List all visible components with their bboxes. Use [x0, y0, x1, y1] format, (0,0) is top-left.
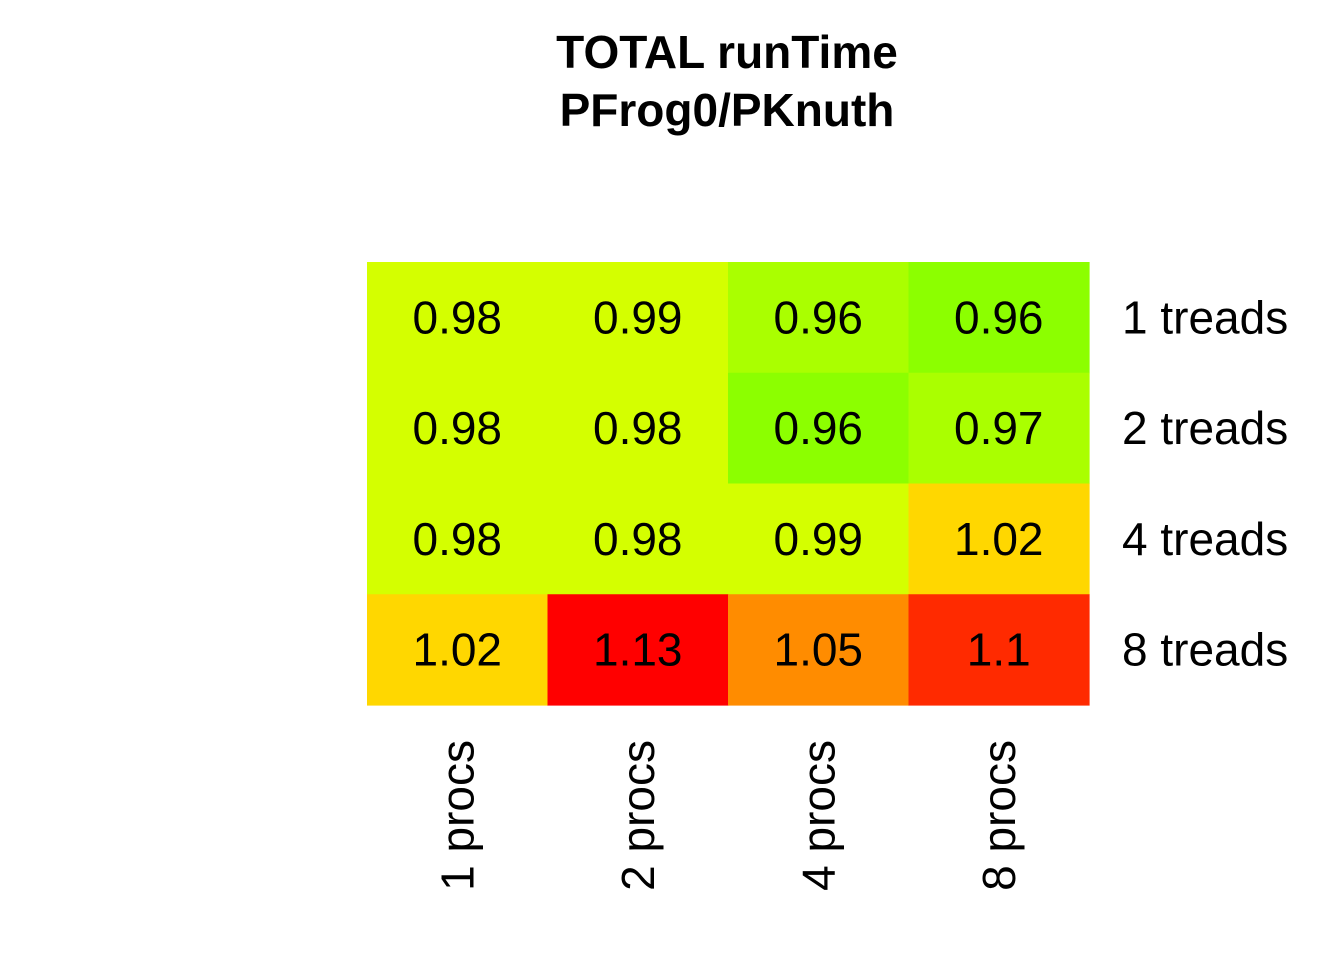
heatmap-cell: [728, 262, 910, 374]
chart-title: TOTAL runTime: [556, 26, 898, 78]
cell-value-label: 0.98: [593, 402, 683, 454]
cell-value-label: 0.96: [954, 291, 1044, 343]
heatmap-cell: [728, 372, 910, 485]
cell-value-label: 0.98: [412, 513, 502, 565]
cell-value-label: 0.96: [773, 402, 863, 454]
cell-value-label: 0.96: [773, 291, 863, 343]
column-tick-label: 2 procs: [612, 740, 664, 891]
heatmap-cell: [728, 594, 910, 706]
cell-value-label: 1.1: [967, 624, 1031, 676]
heatmap-cell: [547, 372, 729, 485]
heatmap-cell: [547, 594, 729, 706]
heatmap-cell: [908, 483, 1090, 595]
cell-value-label: 0.98: [593, 513, 683, 565]
heatmap-cell: [728, 483, 910, 595]
cell-value-label: 1.05: [773, 624, 863, 676]
heatmap-cell: [908, 262, 1090, 374]
row-tick-label: 2 treads: [1122, 402, 1288, 454]
cell-value-label: 0.99: [593, 291, 683, 343]
cell-value-label: 1.02: [954, 513, 1044, 565]
cell-value-label: 0.98: [412, 402, 502, 454]
column-tick-label: 4 procs: [792, 740, 844, 891]
chart-subtitle: PFrog0/PKnuth: [560, 84, 895, 136]
heatmap-cell: [908, 372, 1090, 485]
heatmap-cell: [367, 594, 549, 706]
row-tick-label: 4 treads: [1122, 513, 1288, 565]
cell-value-label: 1.02: [412, 624, 502, 676]
column-tick-labels: 1 procs 2 procs 4 procs 8 procs: [431, 740, 1025, 891]
heatmap-cell-labels: 0.98 0.99 0.96 0.96 0.98 0.98 0.96 0.97 0.98 0.98…: [412, 291, 1043, 675]
row-tick-label: 8 treads: [1122, 624, 1288, 676]
heatmap-cell: [908, 594, 1090, 706]
heatmap-cell: [367, 483, 549, 595]
row-tick-label: 1 treads: [1122, 291, 1288, 343]
column-tick-label: 1 procs: [431, 740, 483, 891]
cell-value-label: 0.98: [412, 291, 502, 343]
heatmap-cell: [367, 262, 549, 374]
heatmap-cell: [547, 262, 729, 374]
cell-value-label: 0.99: [773, 513, 863, 565]
heatmap-cell: [547, 483, 729, 595]
heatmap-cell: [367, 372, 549, 485]
column-tick-label: 8 procs: [973, 740, 1025, 891]
cell-value-label: 1.13: [593, 624, 683, 676]
cell-value-label: 0.97: [954, 402, 1044, 454]
heatmap-cells: [367, 262, 1090, 706]
row-tick-labels: 1 treads 2 treads 4 treads 8 treads: [1122, 291, 1288, 675]
